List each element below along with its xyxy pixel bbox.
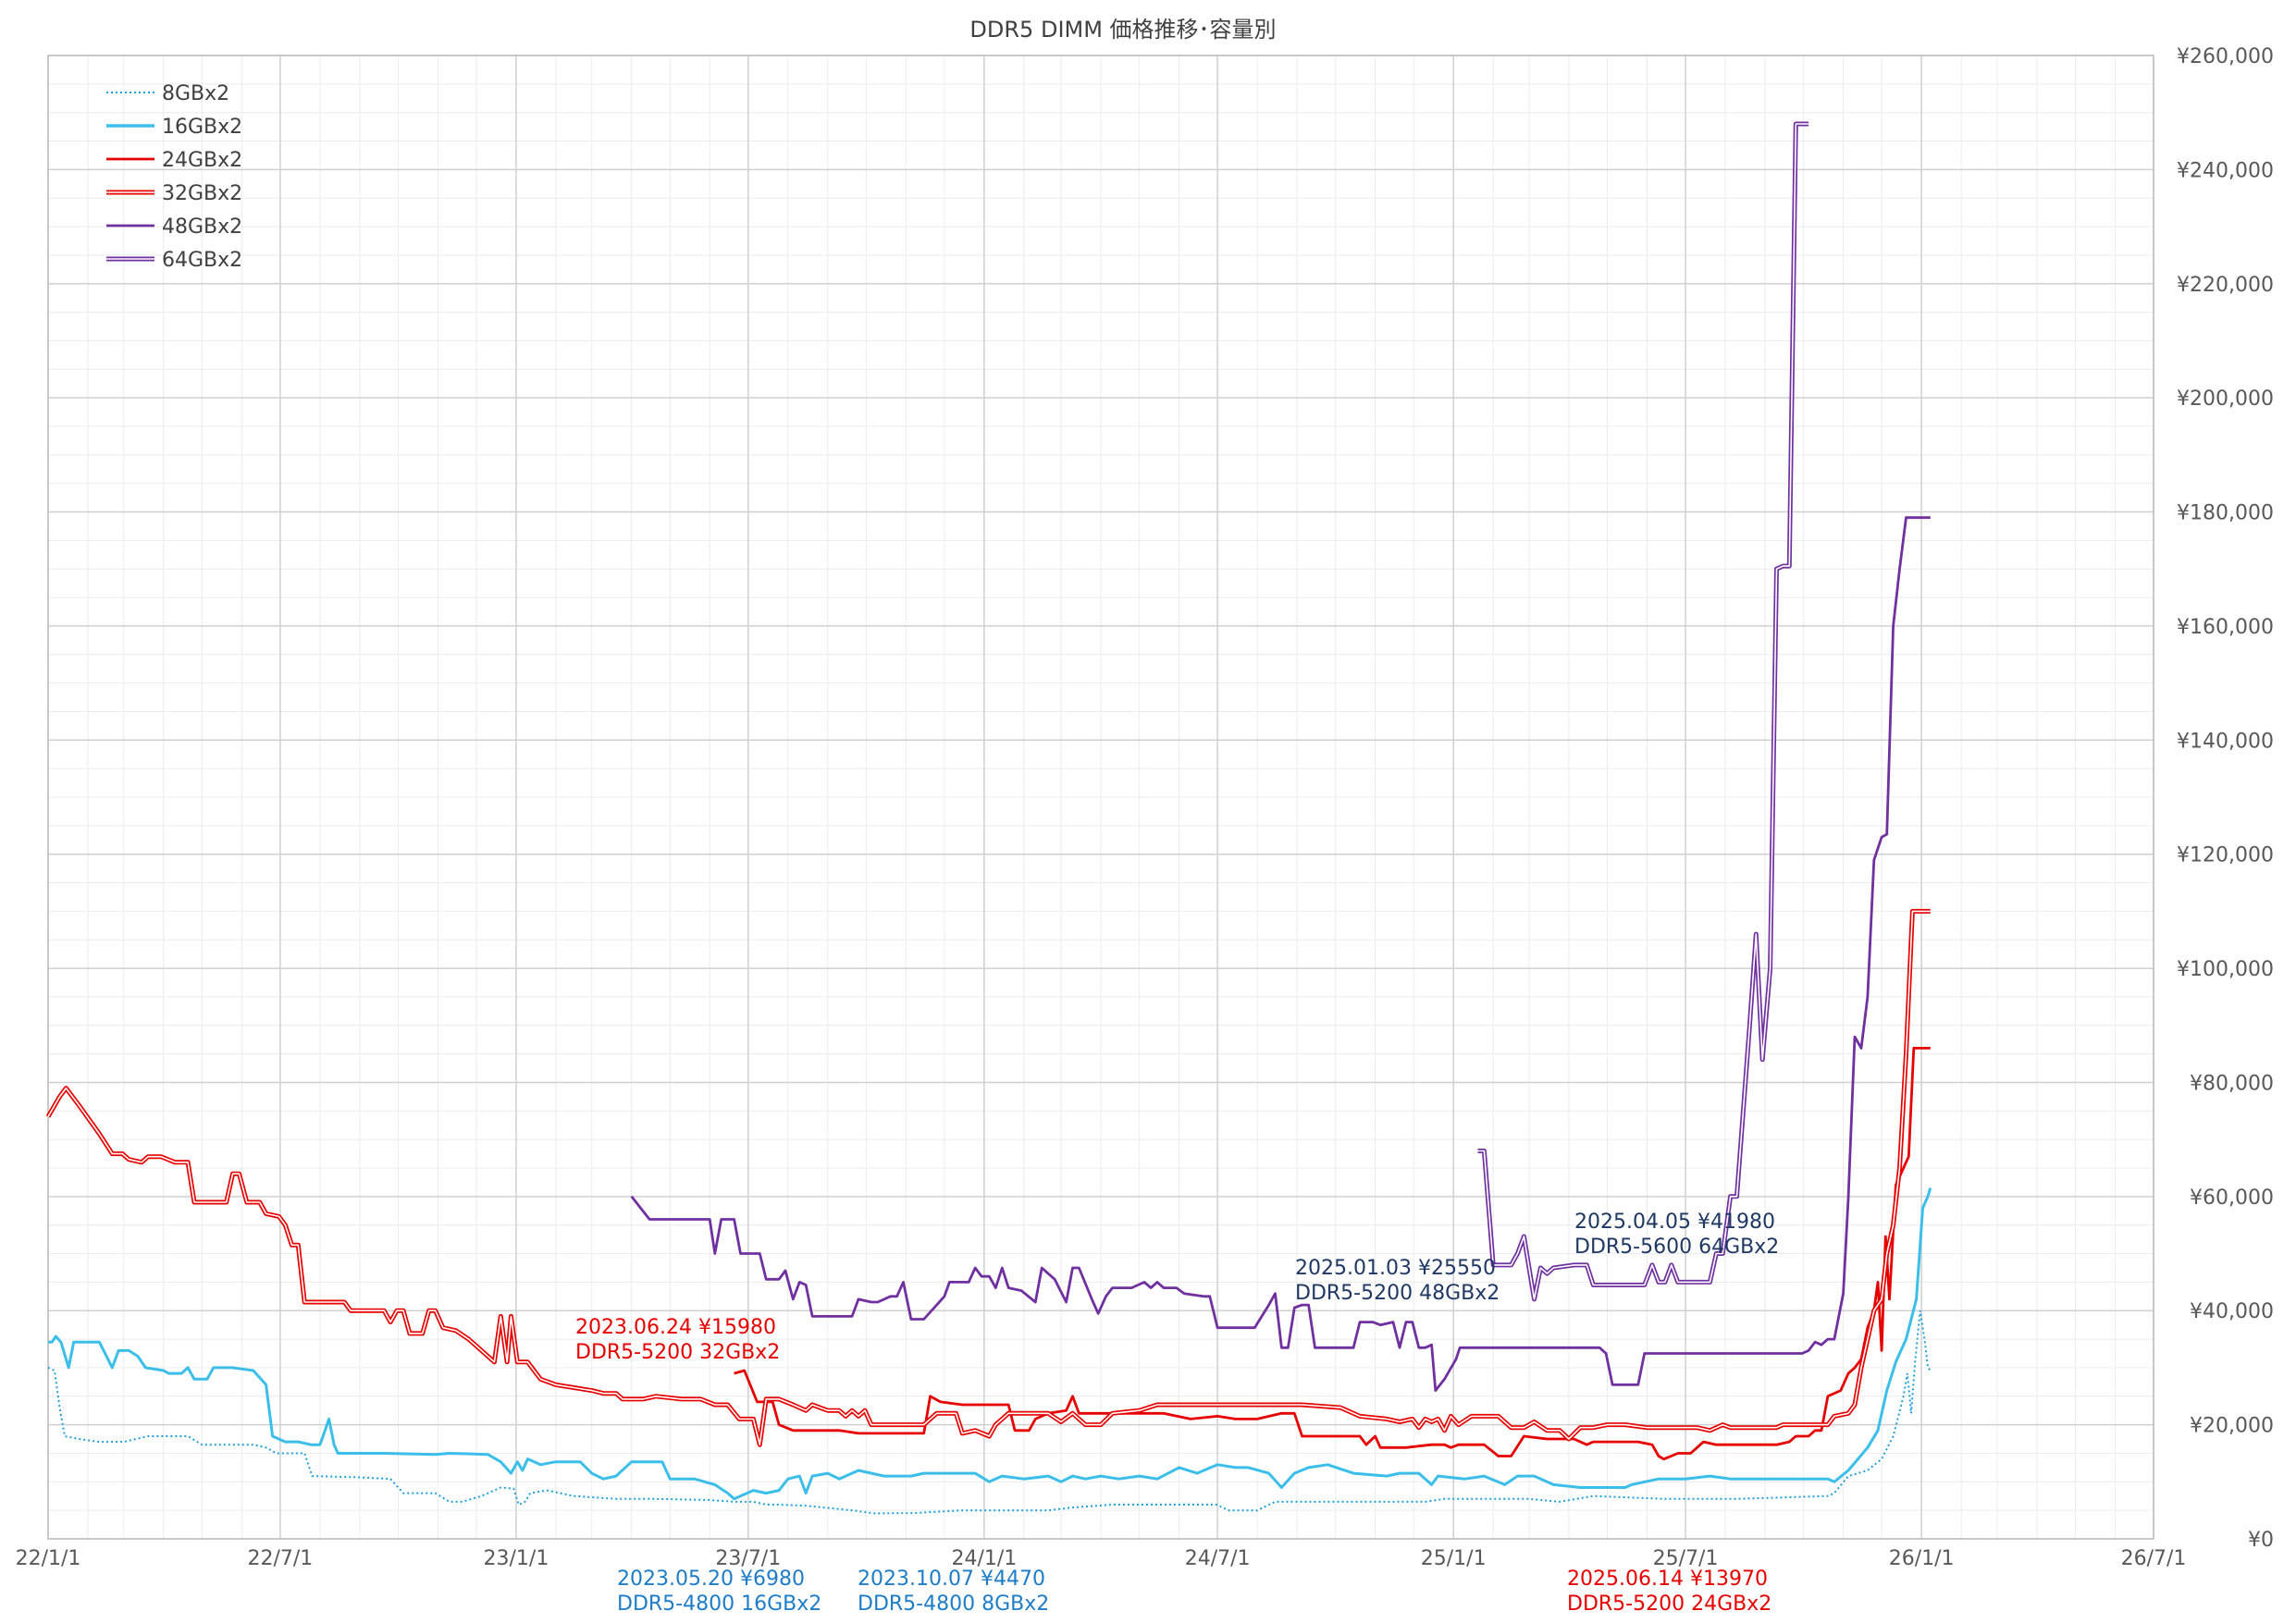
- series-48gbx2: [630, 516, 1931, 1392]
- x-tick-label: 22/7/1: [247, 1547, 313, 1570]
- x-tick-label: 23/7/1: [715, 1547, 781, 1570]
- annotation-line1: 2023.10.07 ¥4470: [858, 1568, 1045, 1591]
- annotation-line2: DDR5-5200 32GBx2: [575, 1341, 780, 1364]
- y-tick-label: ¥100,000: [2177, 958, 2274, 981]
- y-tick-label: ¥260,000: [2177, 45, 2274, 68]
- x-tick-label: 22/1/1: [16, 1547, 81, 1570]
- series-line: [734, 1047, 1931, 1461]
- annotation-line1: 2025.01.03 ¥25550: [1295, 1257, 1496, 1280]
- legend-label: 64GBx2: [162, 249, 242, 272]
- series-24gbx2: [734, 1047, 1931, 1461]
- legend: 8GBx2 16GBx2 24GBx2 32GBx2 48GBx2 64GBx2: [106, 82, 242, 272]
- annotation-line2: DDR5-4800 8GBx2: [858, 1592, 1049, 1616]
- y-tick-label: ¥40,000: [2190, 1300, 2274, 1323]
- y-tick-label: ¥60,000: [2190, 1187, 2274, 1210]
- x-tick-label: 24/1/1: [951, 1547, 1017, 1570]
- annotation-line2: DDR5-5200 48GBx2: [1295, 1282, 1500, 1305]
- x-tick-label: 26/1/1: [1889, 1547, 1955, 1570]
- series-line: [48, 1187, 1932, 1501]
- legend-item-48gbx2: 48GBx2: [106, 215, 242, 239]
- annotation-line1: 2023.06.24 ¥15980: [575, 1316, 776, 1339]
- series-32gbx2: [45, 908, 1931, 1447]
- legend-label: 32GBx2: [162, 182, 242, 205]
- series-line-inner: [1477, 123, 1809, 1300]
- chart-title: DDR5 DIMM 価格推移･容量別: [969, 17, 1276, 43]
- y-tick-label: ¥20,000: [2190, 1415, 2274, 1438]
- x-tick-label: 24/7/1: [1185, 1547, 1251, 1570]
- legend-item-8gbx2: 8GBx2: [106, 82, 229, 105]
- annotation-line2: DDR5-4800 16GBx2: [617, 1592, 821, 1616]
- annotation-line1: 2023.05.20 ¥6980: [617, 1568, 805, 1591]
- x-tick-label: 25/1/1: [1421, 1547, 1487, 1570]
- annotation-line2: DDR5-5200 24GBx2: [1567, 1592, 1771, 1616]
- y-axis-tick-labels: ¥0 ¥20,000 ¥40,000 ¥60,000 ¥80,000 ¥100,000 ¥1…: [2177, 45, 2274, 1552]
- series-lines: [45, 121, 1932, 1515]
- y-tick-label: ¥0: [2248, 1529, 2274, 1552]
- annotation-line1: 2025.06.14 ¥13970: [1567, 1568, 1768, 1591]
- x-tick-label: 26/7/1: [2121, 1547, 2187, 1570]
- series-64gbx2: [1477, 121, 1809, 1302]
- y-tick-label: ¥80,000: [2190, 1072, 2274, 1095]
- legend-item-24gbx2: 24GBx2: [106, 149, 242, 172]
- y-tick-label: ¥220,000: [2177, 274, 2274, 297]
- plot-area-border: [47, 55, 2154, 1540]
- annotation-line1: 2025.04.05 ¥41980: [1574, 1211, 1775, 1234]
- series-16gbx2: [47, 1187, 1932, 1501]
- legend-item-32gbx2: 32GBx2: [106, 182, 242, 205]
- legend-label: 16GBx2: [162, 116, 242, 139]
- x-tick-label: 25/7/1: [1653, 1547, 1719, 1570]
- y-tick-label: ¥120,000: [2177, 844, 2274, 867]
- x-tick-label: 23/1/1: [484, 1547, 549, 1570]
- legend-label: 24GBx2: [162, 149, 242, 172]
- series-line: [47, 1310, 1932, 1515]
- legend-label: 48GBx2: [162, 215, 242, 239]
- legend-label: 8GBx2: [162, 82, 229, 105]
- y-tick-label: ¥180,000: [2177, 502, 2274, 525]
- y-tick-label: ¥140,000: [2177, 730, 2274, 753]
- x-axis-tick-labels: 22/1/1 22/7/1 23/1/1 23/7/1 24/1/1 24/7/1 25/1…: [16, 1547, 2187, 1570]
- y-tick-label: ¥240,000: [2177, 159, 2274, 182]
- annotation-line2: DDR5-5600 64GBx2: [1574, 1236, 1779, 1259]
- legend-item-16gbx2: 16GBx2: [106, 116, 242, 139]
- y-tick-label: ¥200,000: [2177, 387, 2274, 411]
- y-tick-label: ¥160,000: [2177, 616, 2274, 639]
- minor-gridlines: [48, 55, 2154, 1539]
- legend-item-64gbx2: 64GBx2: [106, 249, 242, 272]
- series-8gbx2: [47, 1310, 1932, 1515]
- series-line-inner: [47, 910, 1931, 1445]
